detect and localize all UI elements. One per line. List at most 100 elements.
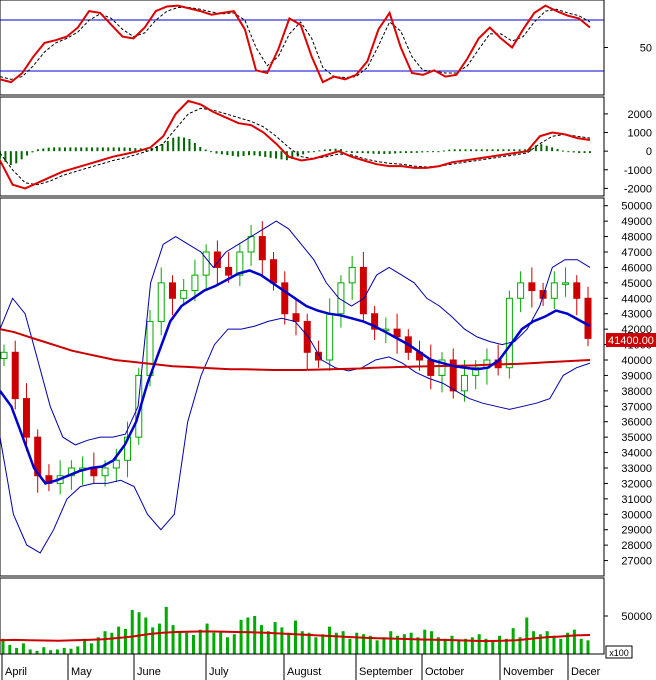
price-candle-body xyxy=(168,282,176,299)
price-candle-body xyxy=(528,282,536,292)
macd-histogram-bar xyxy=(437,151,440,153)
volume-bar xyxy=(334,632,338,654)
macd-histogram-bar xyxy=(4,151,7,162)
macd-histogram-bar xyxy=(172,137,175,152)
short-moving-average xyxy=(0,269,591,485)
volume-bar xyxy=(219,631,223,654)
macd-histogram-bar xyxy=(31,151,34,153)
macd-histogram-bar xyxy=(350,151,353,154)
macd-histogram-bar xyxy=(388,151,391,154)
macd-histogram-bar xyxy=(177,136,180,152)
volume-bar xyxy=(103,631,107,654)
volume-bar xyxy=(464,638,468,654)
macd-histogram-bar xyxy=(199,147,202,152)
volume-bar xyxy=(362,634,366,654)
x-month-label: November xyxy=(503,666,554,678)
macd-histogram-bar xyxy=(258,151,261,157)
x-month-label: August xyxy=(287,666,321,678)
price-candle-body xyxy=(34,436,42,477)
volume-bar xyxy=(477,634,481,654)
macd-histogram-bar xyxy=(507,149,510,152)
price-candle-body xyxy=(438,359,446,376)
macd-histogram-bar xyxy=(491,149,494,152)
x-month-label: April xyxy=(5,666,27,678)
volume-bar xyxy=(239,619,243,654)
price-tick-label: 29000 xyxy=(621,525,652,537)
macd-histogram-bar xyxy=(453,149,456,152)
price-tick-label: 40000 xyxy=(621,355,652,367)
volume-bar xyxy=(191,635,195,654)
x-month-label: October xyxy=(425,666,464,678)
macd-histogram-bar xyxy=(534,145,537,152)
volume-bar xyxy=(328,626,332,654)
price-tick-label: 47000 xyxy=(621,247,652,259)
price-tick-label: 39000 xyxy=(621,370,652,382)
volume-bar xyxy=(1,638,5,654)
volume-bar xyxy=(525,617,529,654)
volume-average-line xyxy=(0,630,591,643)
price-candle-body xyxy=(584,297,592,339)
volume-bar xyxy=(62,647,66,654)
price-candle-body xyxy=(180,290,188,299)
macd-histogram-bar xyxy=(361,151,364,154)
price-candle-body xyxy=(112,459,120,469)
macd-histogram-bar xyxy=(578,151,581,154)
volume-bar xyxy=(552,635,556,654)
price-candle-body xyxy=(562,282,570,285)
macd-histogram-bar xyxy=(47,147,50,152)
stochastic-tick-label: 50 xyxy=(640,43,652,55)
macd-histogram-bar xyxy=(502,149,505,152)
macd-histogram-bar xyxy=(91,147,94,152)
macd-histogram-bar xyxy=(415,151,418,153)
volume-bar xyxy=(375,640,379,654)
price-tick-label: 30000 xyxy=(621,509,652,521)
x-month-label: Decer xyxy=(571,666,601,678)
price-tick-label: 46000 xyxy=(621,262,652,274)
macd-tick-label: -2000 xyxy=(624,183,652,195)
volume-bar xyxy=(280,627,284,654)
price-candle-body xyxy=(371,313,379,330)
volume-bar xyxy=(396,635,400,654)
macd-histogram-bar xyxy=(226,151,229,156)
macd-histogram-bar xyxy=(101,147,104,152)
volume-bar xyxy=(382,637,386,654)
macd-histogram-bar xyxy=(475,149,478,152)
macd-histogram-bar xyxy=(421,151,424,153)
price-tick-label: 50000 xyxy=(621,201,652,213)
price-tick-label: 35000 xyxy=(621,432,652,444)
macd-histogram-bar xyxy=(80,147,83,152)
volume-bar xyxy=(49,650,53,654)
macd-histogram-bar xyxy=(448,149,451,152)
volume-bar xyxy=(171,625,175,654)
volume-bar xyxy=(76,646,80,654)
volume-bar xyxy=(117,626,121,654)
price-tick-label: 36000 xyxy=(621,417,652,429)
volume-bar xyxy=(266,631,270,654)
volume-bar xyxy=(498,635,502,654)
volume-bar xyxy=(389,631,393,654)
volume-bar xyxy=(559,638,563,654)
volume-bar xyxy=(436,637,440,654)
macd-histogram-bar xyxy=(291,151,294,159)
volume-bar xyxy=(402,634,406,654)
macd-histogram-bar xyxy=(459,149,462,152)
macd-histogram-bar xyxy=(404,151,407,154)
volume-unit-label: x100 xyxy=(609,648,629,658)
volume-bar xyxy=(178,631,182,654)
volume-bar xyxy=(491,640,495,654)
macd-histogram-bar xyxy=(253,151,256,156)
macd-histogram-bar xyxy=(312,151,315,153)
x-month-label: September xyxy=(359,666,413,678)
macd-histogram-bar xyxy=(220,151,223,155)
price-candle-body xyxy=(236,251,244,276)
stochastic-k-line xyxy=(0,4,591,84)
x-axis: April May June July August September October No… xyxy=(0,653,604,680)
price-frame xyxy=(0,197,605,577)
price-candle-body xyxy=(326,313,334,361)
stochastic-panel: 50 xyxy=(0,0,652,96)
macd-tick-label: 1000 xyxy=(628,128,652,140)
volume-panel: 50000 x100 xyxy=(0,577,652,659)
price-candle-body xyxy=(90,467,98,477)
macd-histogram-bar xyxy=(302,151,305,155)
price-candle-body xyxy=(517,282,525,299)
